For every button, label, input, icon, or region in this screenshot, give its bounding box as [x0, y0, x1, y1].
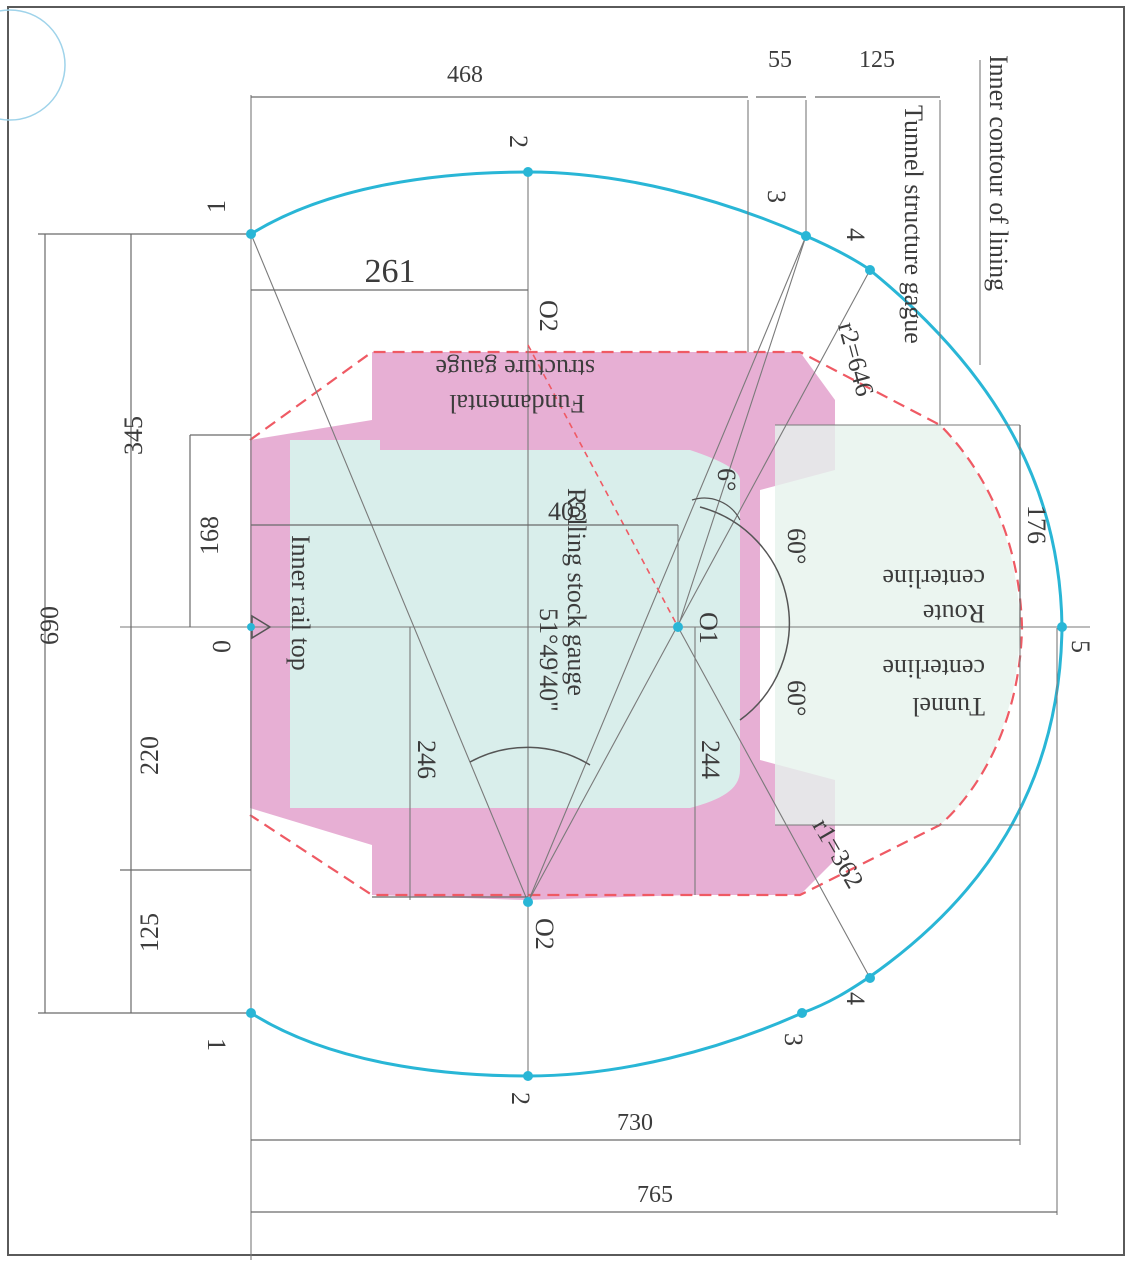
dim-690: 690	[35, 606, 64, 645]
angle-arc-51	[469, 746, 591, 766]
point-o2-bottom: O2	[530, 918, 559, 950]
point-3-top: 3	[762, 190, 791, 203]
point-5: 5	[1066, 640, 1095, 653]
dim-55: 55	[768, 47, 792, 73]
label-inner-contour: Inner contour of lining	[984, 55, 1013, 291]
label-tunnel-1: Tunnel	[912, 692, 985, 721]
label-route-2: centerline	[883, 564, 986, 593]
dim-730: 730	[617, 1110, 653, 1136]
label-r2: r2=646	[832, 319, 880, 399]
point-o2-top: O2	[534, 300, 563, 332]
dim-176: 176	[1022, 505, 1051, 544]
label-fundamental-1: Fundamental	[449, 389, 585, 418]
fundamental-gauge-outline	[249, 350, 1024, 897]
point-1-top: 1	[202, 200, 231, 213]
dim-168: 168	[195, 516, 224, 555]
construction-lines	[120, 60, 1090, 1260]
label-fundamental-2: structure gauge	[435, 354, 595, 383]
radius-dashed-line	[527, 344, 679, 628]
dim-403: 403	[548, 497, 587, 526]
dim-345: 345	[119, 416, 148, 455]
dim-220: 220	[135, 736, 164, 775]
label-inner-rail-top: Inner rail top	[286, 535, 315, 671]
dim-244: 244	[696, 740, 725, 779]
dim-246: 246	[412, 740, 441, 779]
label-route-1: Route	[923, 599, 985, 628]
label-tunnel-structure-gauge: Tunnel structure gague	[899, 105, 928, 344]
dim-125-left: 125	[135, 913, 164, 952]
angle-arc-60	[699, 506, 791, 721]
label-rolling-stock-2: 51°49'40"	[534, 608, 563, 712]
dim-765: 765	[637, 1182, 673, 1208]
label-tunnel-2: centerline	[883, 654, 986, 683]
dimension-lines	[38, 96, 1057, 1213]
point-4-top: 4	[841, 228, 870, 241]
point-2-top: 2	[504, 135, 533, 148]
angle-6: 6°	[712, 468, 741, 491]
angle-60-bottom: 60°	[782, 680, 811, 716]
angle-60-top: 60°	[782, 528, 811, 564]
contour-points	[246, 167, 1067, 1081]
dim-468: 468	[447, 62, 483, 88]
point-4-bottom: 4	[841, 992, 870, 1005]
dim-261: 261	[365, 253, 416, 290]
point-2-bottom: 2	[506, 1092, 535, 1105]
point-3-bottom: 3	[779, 1033, 808, 1046]
dim-125-top: 125	[859, 47, 895, 73]
point-1-bottom: 1	[202, 1038, 231, 1051]
stamp-mark	[0, 9, 66, 121]
rolling-stock-fill	[290, 440, 740, 808]
drawing-frame	[7, 6, 1125, 1256]
clearance-region	[775, 425, 1020, 825]
angle-arc-6	[691, 497, 741, 521]
point-o1: O1	[694, 612, 723, 644]
point-0: 0	[207, 640, 236, 653]
label-rolling-stock-1: Rolling stock gauge	[562, 488, 591, 696]
